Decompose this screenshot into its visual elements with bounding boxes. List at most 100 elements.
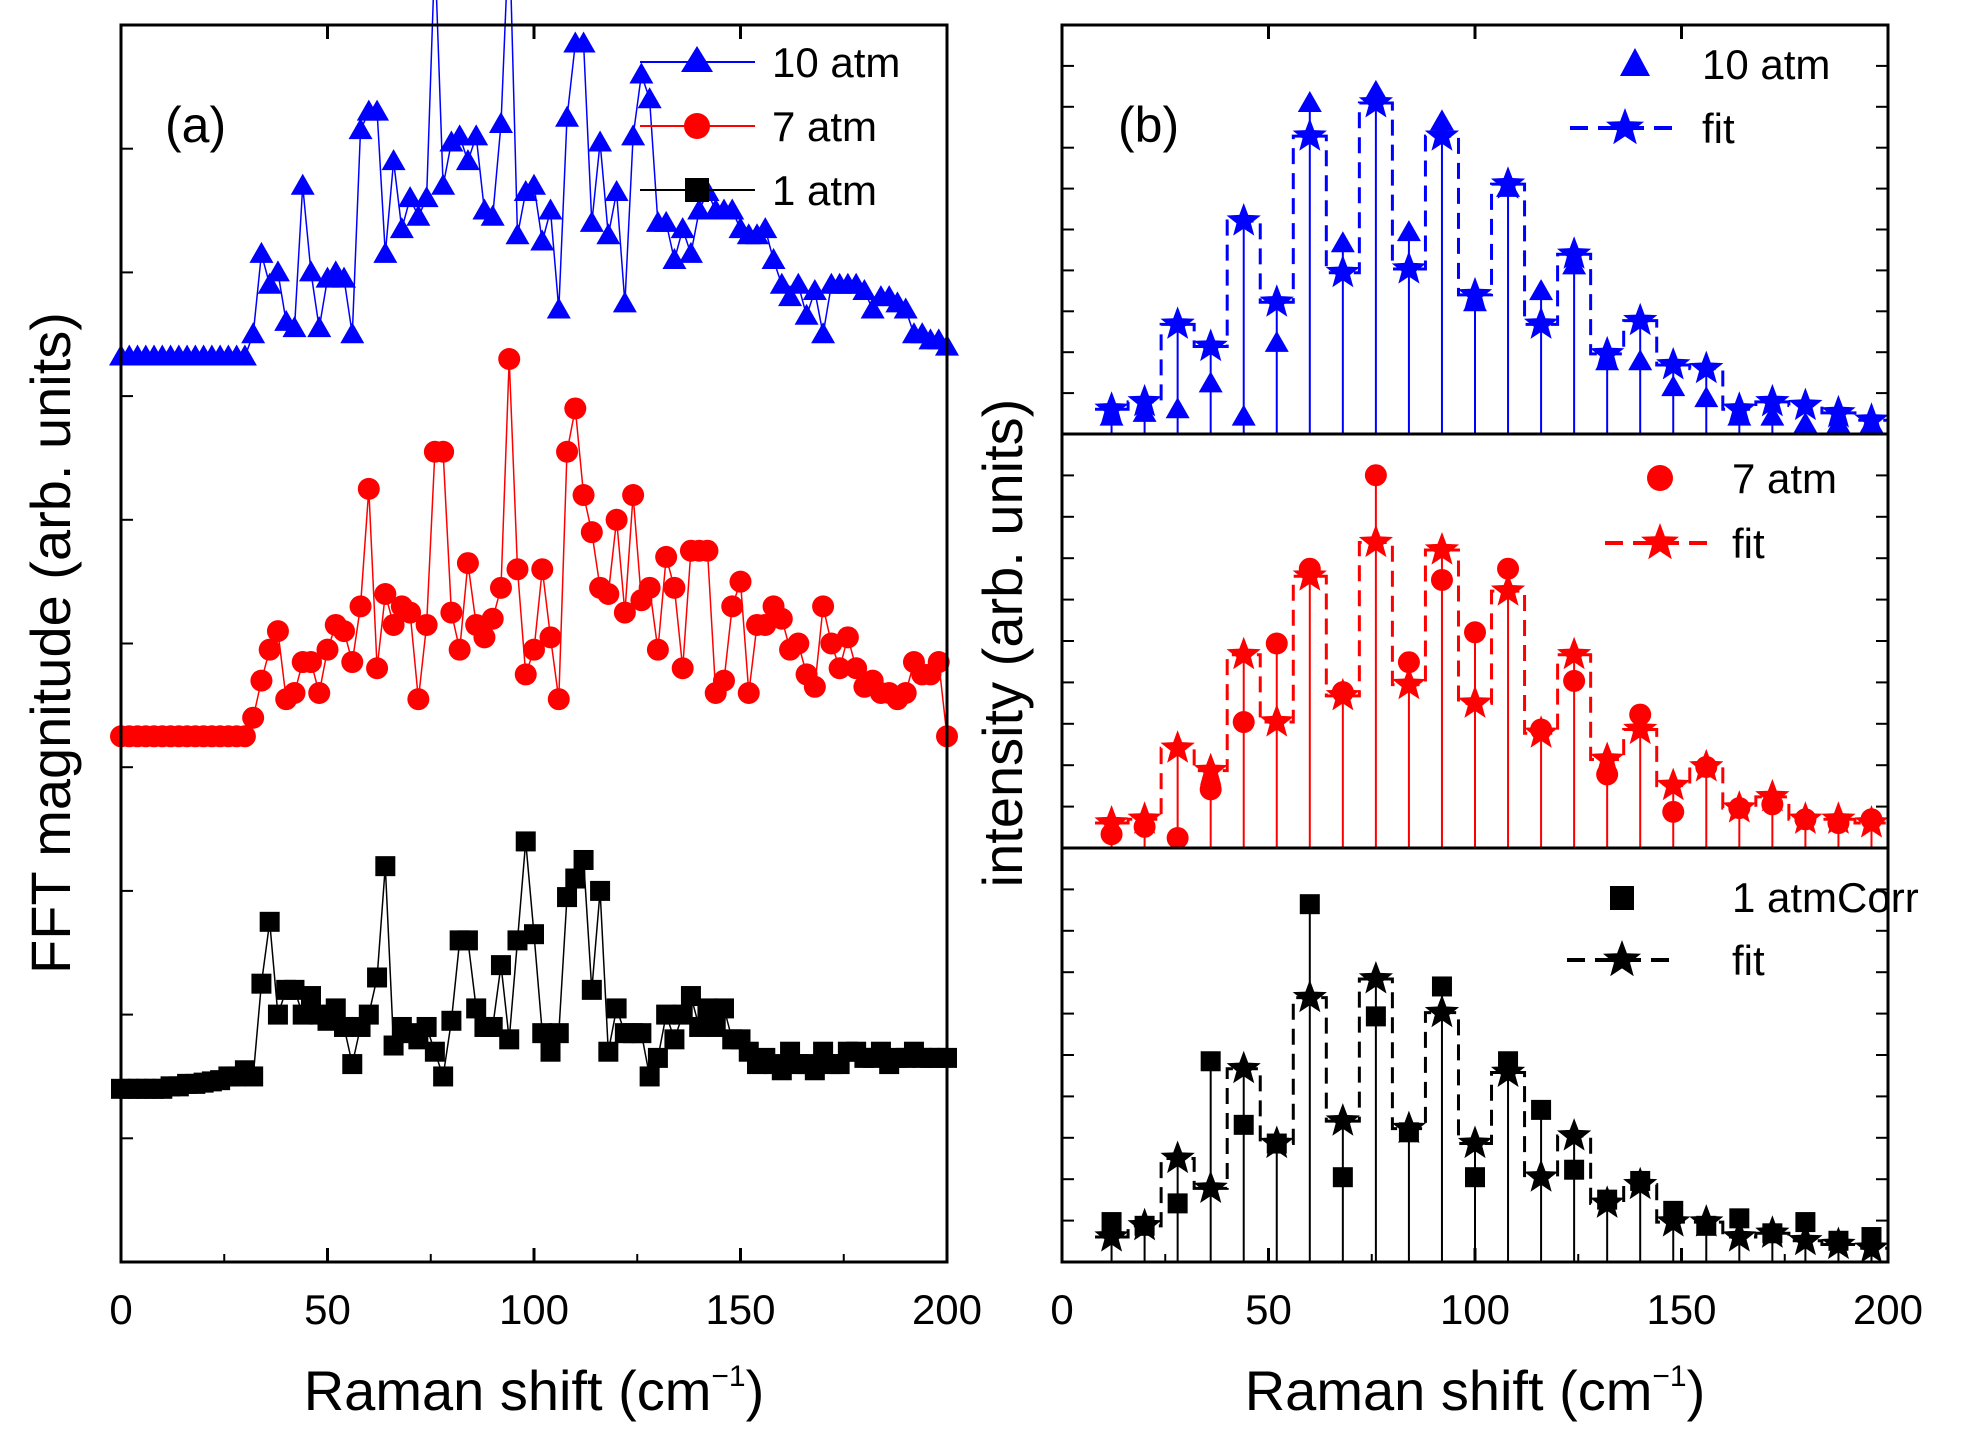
data-point-0: [1562, 253, 1587, 275]
fit-point-0: [1325, 254, 1360, 288]
fit-point-1: [1590, 741, 1625, 774]
data-point-0: [1859, 412, 1884, 433]
legend-7atm-marker: [684, 113, 710, 139]
panel-b-frame: [1060, 23, 1890, 1264]
series-1-point: [556, 440, 579, 463]
data-point-1: [1364, 464, 1387, 487]
series-0-point: [265, 260, 290, 282]
series-1-point: [663, 576, 686, 599]
series-0-point: [811, 322, 836, 344]
series-1-point: [927, 651, 950, 674]
data-point-0: [1297, 90, 1322, 112]
fit-point-2: [1094, 1219, 1129, 1252]
series-2-point: [416, 1016, 437, 1037]
series-2-point: [713, 998, 734, 1019]
data-point-2: [1498, 1051, 1519, 1072]
series-2-point: [490, 955, 511, 976]
series-0-point: [298, 260, 323, 282]
series-0-point: [852, 278, 877, 300]
fit-point-0: [1160, 306, 1195, 339]
series-2-point: [325, 998, 346, 1019]
series-0-point: [794, 303, 819, 325]
series-0-point: [678, 241, 703, 263]
series-0-point: [670, 217, 695, 239]
series-0-point: [786, 272, 811, 294]
series-0-point: [588, 130, 613, 152]
series-2-point: [367, 967, 388, 988]
data-point-0: [1760, 404, 1785, 426]
series-0-point: [282, 316, 307, 338]
fit-point-0: [1391, 251, 1426, 284]
series-0-point: [621, 124, 646, 146]
fit-point-1: [1193, 752, 1228, 786]
series-1-point: [242, 706, 265, 729]
series-2-point: [664, 1029, 685, 1050]
panel-a-xtick-label: 0: [109, 1286, 132, 1333]
data-point-1: [1232, 711, 1255, 734]
data-point-0: [1198, 371, 1223, 393]
series-2-point: [697, 998, 718, 1019]
series-0-point: [629, 62, 654, 84]
series-1-point: [638, 576, 661, 599]
panel-a-label: (a): [165, 97, 226, 153]
series-1-point: [489, 576, 512, 599]
series-1-point: [233, 725, 256, 748]
series-1-point: [737, 681, 760, 704]
data-point-2: [1762, 1223, 1783, 1244]
series-2-point: [524, 924, 544, 945]
fit-point-2: [1193, 1170, 1228, 1203]
series-1-point: [382, 613, 405, 636]
series-1-point: [812, 595, 835, 618]
series-2-point: [581, 979, 602, 1000]
fit-point-2: [1457, 1125, 1493, 1159]
fit-point-1: [1623, 711, 1658, 745]
series-2-point: [284, 979, 305, 1000]
series-1-point: [341, 651, 364, 674]
fit-point-1: [1490, 573, 1526, 606]
series-0-point: [464, 124, 489, 146]
fit-point-2: [1325, 1103, 1360, 1136]
series-2-point: [804, 1060, 825, 1081]
fit-point-1: [1160, 730, 1195, 763]
data-point-2: [1597, 1189, 1618, 1210]
legend-fit-b2-marker: [1641, 523, 1679, 560]
series-2-point: [639, 1066, 660, 1087]
series-1-point: [787, 632, 810, 655]
data-point-0: [1694, 386, 1719, 408]
data-point-2: [1630, 1170, 1651, 1191]
fit-point-1: [1226, 636, 1261, 670]
series-1-point: [721, 595, 744, 618]
series-1-point: [498, 347, 521, 370]
series-2-point: [515, 831, 536, 852]
fit-point-1: [1259, 704, 1294, 737]
panel-b-xtick-label: 100: [1440, 1286, 1510, 1333]
series-2-point: [243, 1066, 264, 1087]
data-point-1: [1166, 827, 1189, 849]
series-2-point: [590, 880, 611, 901]
series-0-point: [612, 291, 637, 313]
series-1-point: [671, 657, 694, 680]
data-point-0: [1231, 404, 1256, 426]
series-0-point: [546, 297, 571, 319]
data-point-1: [1761, 793, 1784, 816]
legend-7atm-b-label: 7 atm: [1732, 455, 1837, 502]
fit-step-line-0: [1095, 101, 1888, 422]
data-point-2: [1663, 1200, 1684, 1221]
series-1-point: [696, 539, 719, 562]
data-point-1: [1133, 815, 1156, 838]
data-point-2: [1465, 1167, 1485, 1188]
series-2-point: [259, 911, 280, 932]
data-point-0: [1727, 404, 1752, 426]
series-0-point: [596, 223, 621, 245]
series-0-point: [488, 111, 513, 133]
fit-point-0: [1623, 302, 1658, 336]
series-2-point: [499, 1029, 520, 1050]
series-2-point: [573, 849, 594, 870]
fit-point-1: [1457, 685, 1493, 718]
series-1-point: [399, 601, 422, 624]
series-0-point: [455, 149, 480, 171]
data-point-2: [1365, 1006, 1386, 1027]
series-1-point: [440, 601, 463, 624]
series-1-point: [366, 657, 389, 680]
fit-point-0: [1755, 383, 1790, 417]
